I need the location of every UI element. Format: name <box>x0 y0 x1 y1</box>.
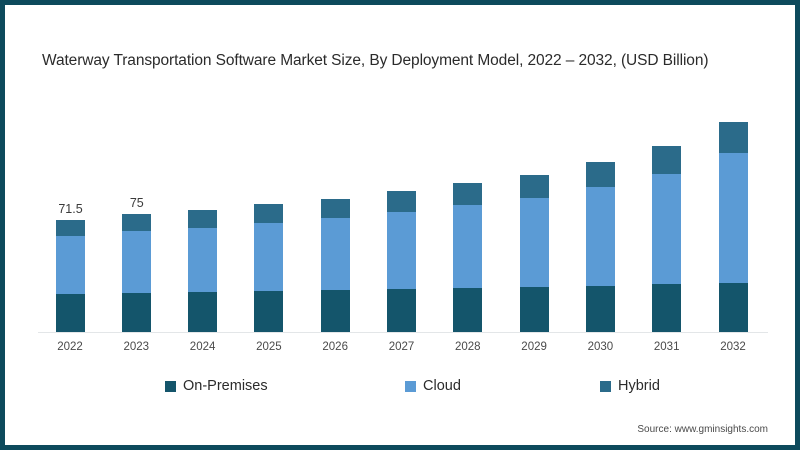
bar-segment-on-premises <box>188 292 218 332</box>
legend-label: Hybrid <box>618 378 660 394</box>
border-left <box>0 0 5 450</box>
bar-stack <box>320 198 350 332</box>
x-axis-tick-label: 2023 <box>123 341 150 353</box>
x-axis-tick-label: 2032 <box>720 341 746 353</box>
bar-segment-on-premises <box>320 290 350 332</box>
bar-segment-hybrid <box>121 214 151 232</box>
bar-stack: 71.5 <box>55 202 85 332</box>
bar-segment-on-premises <box>387 289 416 332</box>
border-top <box>0 0 800 5</box>
border-bottom <box>0 445 800 450</box>
bar-segment-on-premises <box>55 293 85 332</box>
x-axis-tick-label: 2031 <box>653 341 680 353</box>
x-axis-tick-label: 2029 <box>521 341 547 353</box>
bar-segment-hybrid <box>320 198 350 219</box>
bar-segment-hybrid <box>652 145 682 174</box>
x-axis-tick-label: 2026 <box>322 341 348 353</box>
bar-stack <box>387 190 416 332</box>
x-axis-tick-label: 2027 <box>388 341 415 353</box>
x-axis-tick-label: 2028 <box>455 341 481 353</box>
legend-swatch-icon <box>405 380 416 392</box>
bar-value-label: 75 <box>129 196 144 211</box>
legend-label: On-Premises <box>183 378 268 394</box>
legend-swatch-icon <box>165 380 176 392</box>
legend-item-hybrid[interactable]: Hybrid <box>600 378 660 394</box>
bar-segment-hybrid <box>453 183 483 206</box>
bar-stack <box>188 210 218 332</box>
x-axis-tick-label: 2025 <box>256 341 282 353</box>
bar-segment-hybrid <box>188 210 218 228</box>
legend-label: Cloud <box>423 378 461 394</box>
axis-baseline <box>38 332 768 333</box>
bar-segment-hybrid <box>585 161 615 188</box>
bar-segment-hybrid <box>519 174 549 199</box>
legend-item-on-premises[interactable]: On-Premises <box>165 378 268 394</box>
bar-value-label: 71.5 <box>58 201 83 216</box>
bar-stack <box>519 174 549 332</box>
bar-segment-hybrid <box>718 122 748 154</box>
x-axis-tick-label: 2030 <box>587 341 614 353</box>
bar-stack <box>718 122 748 332</box>
bar-segment-cloud <box>585 187 615 286</box>
bar-segment-on-premises <box>718 282 748 332</box>
bar-segment-cloud <box>121 231 151 293</box>
bar-segment-cloud <box>519 198 549 288</box>
bar-segment-cloud <box>188 227 218 293</box>
bar-stack <box>652 145 682 332</box>
bar-stack <box>254 204 284 332</box>
bar-segment-cloud <box>652 173 682 285</box>
chart-title: Waterway Transportation Software Market … <box>42 52 709 69</box>
bar-segment-on-premises <box>519 287 549 332</box>
bar-segment-cloud <box>453 205 483 289</box>
border-right <box>795 0 800 450</box>
legend-item-cloud[interactable]: Cloud <box>405 378 461 394</box>
bar-segment-cloud <box>55 235 85 294</box>
chart-legend: On-Premises Cloud Hybrid <box>0 378 800 402</box>
x-axis-tick-label: 2022 <box>57 341 83 353</box>
bar-stack: 75 <box>121 196 151 332</box>
bar-segment-on-premises <box>254 291 284 332</box>
bar-segment-on-premises <box>121 292 151 332</box>
bar-segment-cloud <box>320 218 350 291</box>
bar-segment-on-premises <box>585 285 615 332</box>
bar-segment-cloud <box>387 211 416 290</box>
bar-stack <box>585 161 615 332</box>
bar-segment-on-premises <box>652 284 682 332</box>
bar-segment-on-premises <box>453 288 483 332</box>
source-attribution: Source: www.gminsights.com <box>637 424 768 435</box>
bar-segment-cloud <box>718 153 748 283</box>
bar-stack <box>453 183 483 332</box>
bar-segment-hybrid <box>55 219 85 236</box>
bar-segment-hybrid <box>387 190 416 212</box>
x-axis-tick-label: 2024 <box>189 341 216 353</box>
bar-segment-cloud <box>254 223 284 292</box>
bar-segment-hybrid <box>254 204 284 224</box>
legend-swatch-icon <box>600 380 611 392</box>
